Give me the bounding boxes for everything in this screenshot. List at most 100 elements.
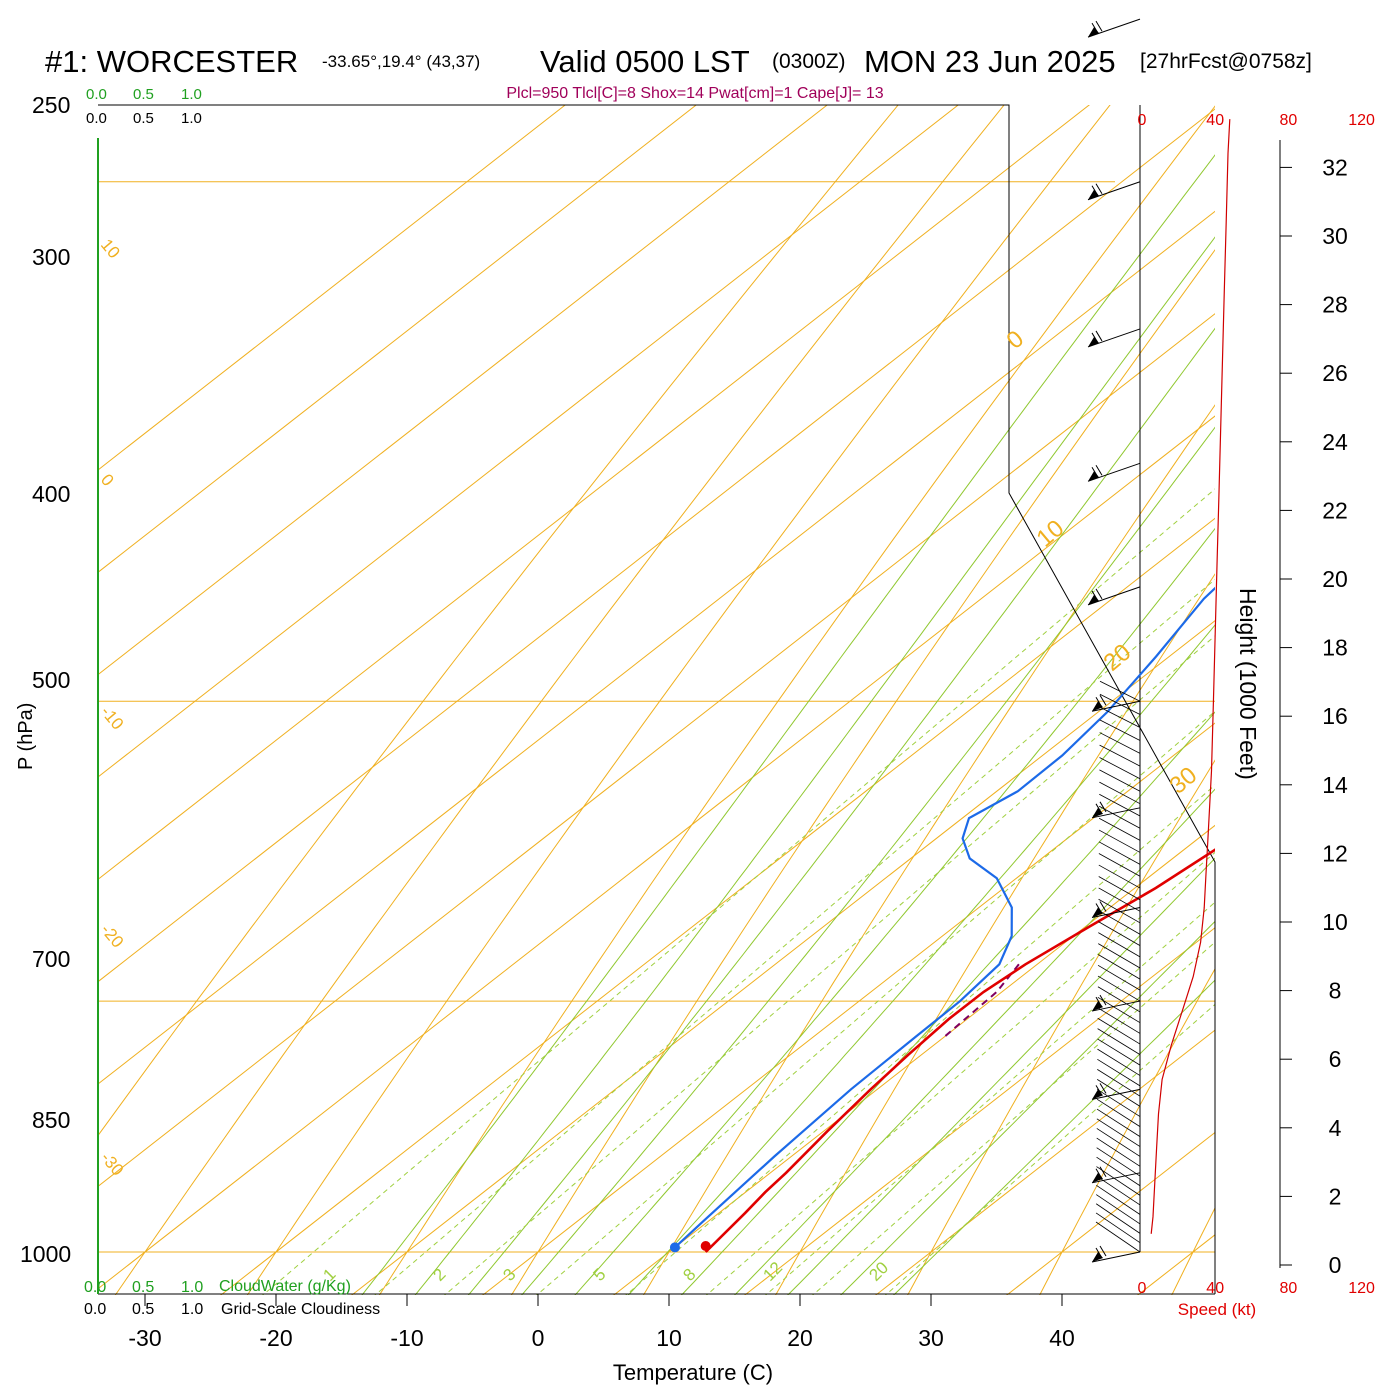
low-level-wind-barb — [1097, 1007, 1141, 1034]
height-tick-label: 28 — [1322, 292, 1348, 318]
title-date: MON 23 Jun 2025 — [864, 44, 1116, 79]
speed-tick-bottom: 120 — [1348, 1280, 1375, 1297]
temperature-tick-label: 10 — [656, 1325, 682, 1351]
wind-barb-staff — [1091, 807, 1141, 819]
low-level-wind-barb — [1096, 1079, 1141, 1107]
speed-tick-top: 40 — [1206, 112, 1224, 129]
low-level-wind-barb — [1098, 932, 1141, 958]
low-level-wind-barb — [1098, 829, 1141, 853]
low-level-wind-barb — [1099, 805, 1141, 829]
low-level-wind-barb — [1097, 986, 1141, 1013]
wind-barb-feather — [1095, 1168, 1103, 1180]
low-level-wind-barb — [1099, 680, 1141, 702]
wind-barb-pennant — [1088, 336, 1099, 347]
moist-adiabat-line — [680, 711, 1215, 1295]
mixing-ratio-line — [536, 710, 1215, 1295]
height-tick-label: 22 — [1322, 497, 1348, 523]
low-level-wind-barb — [1098, 853, 1141, 877]
cloud-top-green-0: 0.0 — [86, 86, 107, 103]
moist-adiabat-lines — [361, 154, 1215, 1295]
pressure-tick-500: 500 — [32, 667, 70, 693]
pressure-tick-300: 300 — [32, 244, 70, 270]
moist-adiabat-label: 30 — [1165, 762, 1203, 800]
speed-tick-top: 120 — [1348, 112, 1375, 129]
height-tick-label: 6 — [1329, 1046, 1342, 1072]
low-level-wind-barb — [1095, 1203, 1141, 1234]
moist-adiabat-line — [787, 857, 1215, 1295]
mixing-ratio-label: 3 — [499, 1265, 519, 1285]
wind-barb-pennant — [1088, 27, 1099, 38]
isotherm-line — [220, 517, 1215, 1295]
wind-barb-feather — [1099, 695, 1107, 706]
cloud-bottom-black-1: 0.5 — [132, 1301, 154, 1318]
mixing-ratio-label: 20 — [865, 1258, 892, 1285]
wind-barb-feather — [1091, 332, 1099, 344]
low-level-wind-barb — [1096, 1118, 1141, 1147]
low-level-wind-barb — [1096, 1108, 1141, 1137]
dry-adiabat-label: -20 — [97, 920, 127, 951]
moist-adiabat-line — [521, 426, 1215, 1295]
wind-barb-staff — [1091, 1172, 1141, 1184]
mixing-ratio-line — [705, 851, 1215, 1295]
low-level-wind-barb — [1096, 1156, 1141, 1187]
isotherm-line — [98, 313, 1215, 1188]
height-tick-label: 2 — [1329, 1183, 1342, 1209]
wind-barb-feather — [1095, 803, 1103, 815]
sounding-params: Plcl=950 Tlcl[C]=8 Shox=14 Pwat[cm]=1 Ca… — [506, 85, 883, 102]
temperature-axis-label: Temperature (C) — [613, 1360, 773, 1385]
title-forecast: [27hrFcst@0758z] — [1140, 50, 1312, 73]
moist-adiabat-line — [467, 327, 1215, 1295]
temperature-tick-label: 20 — [787, 1325, 813, 1351]
low-level-wind-barb — [1096, 1128, 1141, 1157]
low-level-wind-barb — [1097, 996, 1141, 1024]
isotherm-line — [98, 415, 1215, 1290]
isotherm-lines — [98, 105, 1215, 1295]
wind-barb-pennant — [1092, 907, 1103, 918]
mixing-ratio-line — [262, 488, 1215, 1295]
dry-adiabat-line — [775, 573, 1215, 1295]
isotherm-line — [351, 620, 1215, 1295]
wind-speed-profile — [1150, 119, 1231, 1234]
height-tick-label: 32 — [1322, 154, 1348, 180]
moist-adiabat-line — [414, 236, 1215, 1295]
title-station: #1: WORCESTER — [45, 44, 298, 79]
speed-axis-top: 0 40 80 120 — [1138, 112, 1375, 129]
height-tick-label: 12 — [1322, 840, 1348, 866]
wind-barb-feather — [1099, 1245, 1107, 1257]
wind-barb-staff — [1091, 1251, 1141, 1263]
low-level-wind-barb — [1098, 841, 1141, 865]
low-level-wind-barb — [1099, 719, 1141, 741]
speed-tick-top: 80 — [1280, 112, 1298, 129]
low-level-wind-barb — [1098, 943, 1141, 969]
moist-adiabat-label: 0 — [1002, 325, 1030, 354]
low-level-wind-barb — [1097, 1038, 1141, 1066]
wind-barb-feather — [1099, 1083, 1107, 1094]
mixing-ratio-line — [625, 784, 1215, 1295]
wind-barb-feather — [1095, 588, 1103, 600]
wind-barb-pennant — [1092, 1172, 1103, 1183]
low-level-wind-barb — [1096, 1184, 1141, 1215]
low-level-wind-barb — [1097, 975, 1141, 1002]
wind-barb-staff — [1087, 328, 1141, 348]
pressure-axis: 250 300 400 500 700 850 1000 — [20, 92, 71, 1267]
dry-adiabat-labels: 10 0 -10 -20 -30 — [97, 235, 127, 1179]
height-tick-label: 0 — [1329, 1252, 1342, 1278]
low-level-wind-barb — [1096, 1147, 1141, 1177]
wind-barb-feather — [1095, 1247, 1103, 1259]
height-tick-label: 30 — [1322, 223, 1348, 249]
height-tick-label: 14 — [1322, 772, 1348, 798]
dry-adiabat-label: -30 — [97, 1148, 127, 1179]
height-tick-label: 18 — [1322, 635, 1348, 661]
pressure-tick-850: 850 — [32, 1107, 70, 1133]
wind-barb-pennant — [1088, 471, 1099, 482]
plot-background — [98, 105, 1215, 1295]
cloud-bottom-black-0: 0.0 — [84, 1301, 106, 1318]
temperature-axis: -30 -20 -10 0 10 20 30 40 — [128, 1294, 1075, 1351]
dry-adiabat-line — [642, 404, 1215, 1295]
height-tick-label: 16 — [1322, 703, 1348, 729]
pressure-axis-label: P (hPa) — [15, 703, 37, 770]
low-level-wind-barb — [1097, 1028, 1141, 1055]
height-tick-label: 20 — [1322, 566, 1348, 592]
cloudwater-label: CloudWater (g/Kg) — [219, 1278, 351, 1295]
